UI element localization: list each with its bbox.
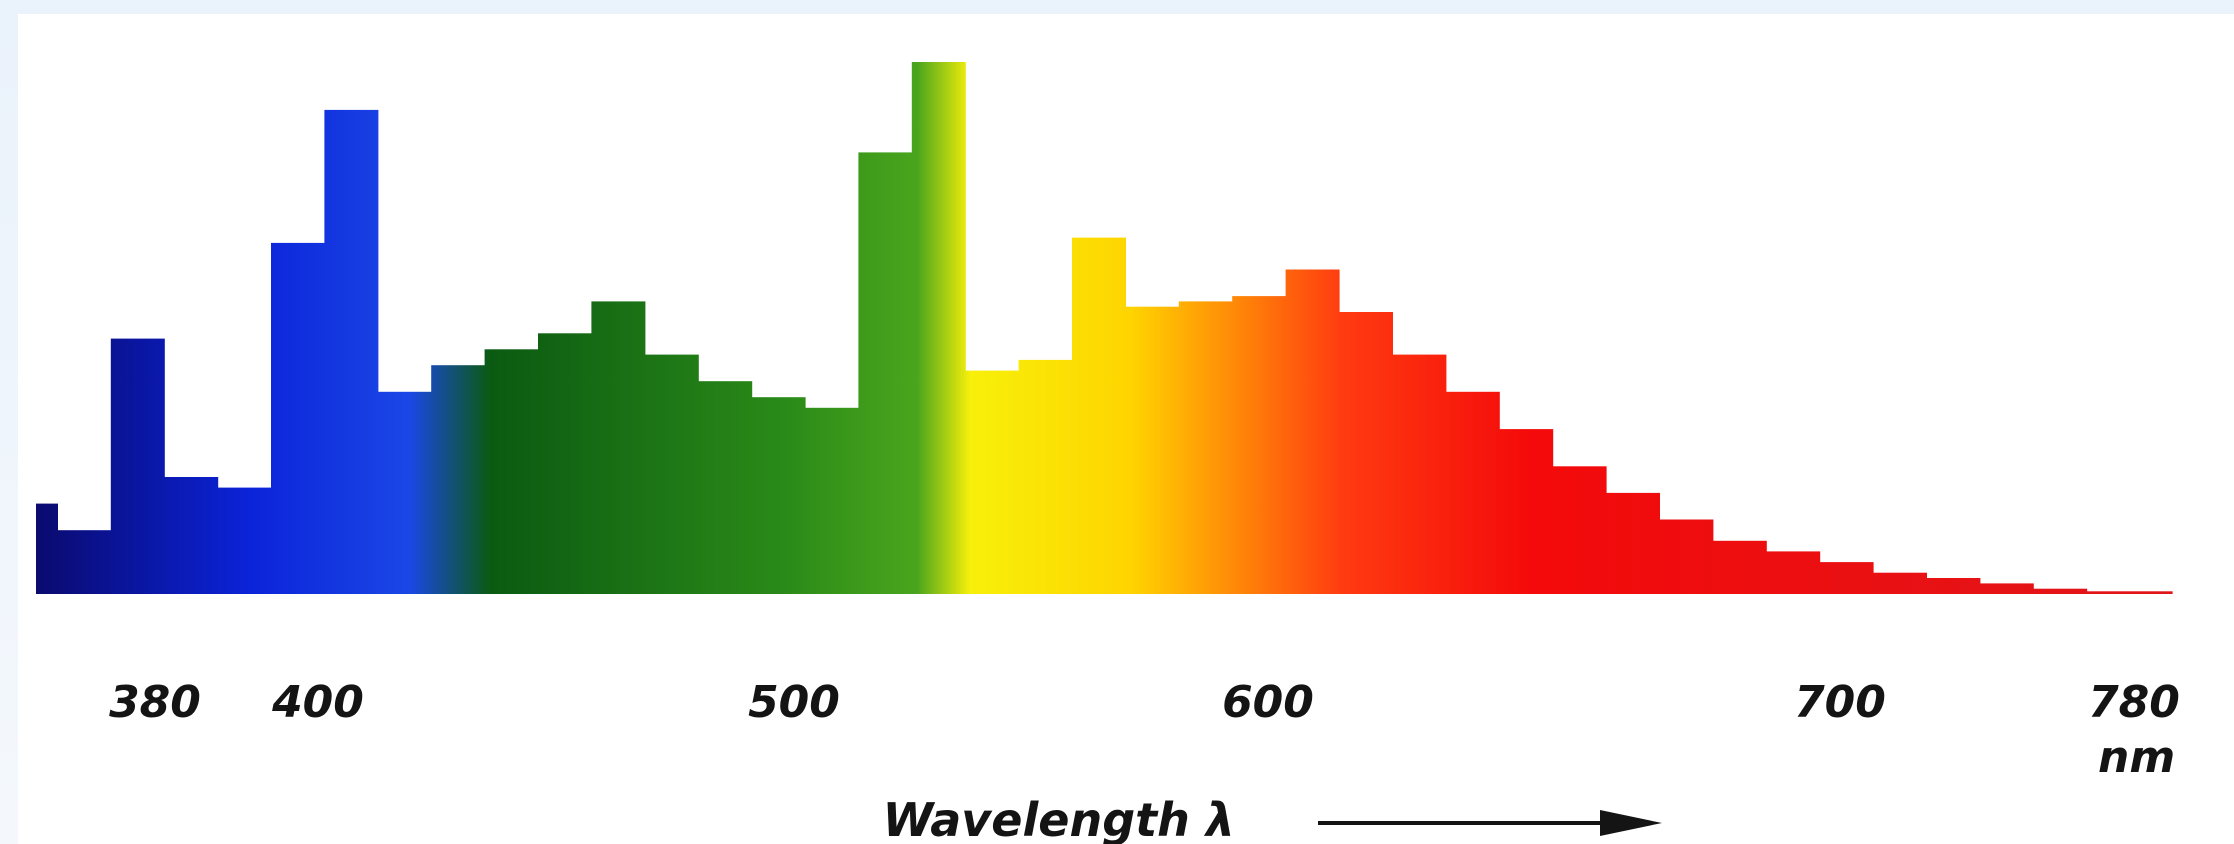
spectrum-bar-384 <box>57 530 112 594</box>
spectrum-bar-484 <box>591 301 646 594</box>
x-tick-700: 700 <box>1794 677 1886 728</box>
spectrum-bar-724 <box>1873 572 1927 594</box>
spectrum-bar-404 <box>164 477 219 594</box>
spectrum-bar-380 <box>36 503 58 594</box>
spectrum-bar-694 <box>1712 540 1767 594</box>
spectrum-bar-464 <box>484 349 539 594</box>
spectrum-bar-754 <box>2033 588 2088 594</box>
spectrum-bar-414 <box>217 487 272 594</box>
x-tick-labels: 380 400 500 600 700 780 <box>109 677 2180 728</box>
x-tick-380: 380 <box>109 677 201 728</box>
spectrum-bar-624 <box>1339 312 1393 594</box>
spectrum-bar-454 <box>431 365 486 594</box>
spectrum-bar-534 <box>858 152 913 594</box>
spectrum-bar-524 <box>805 407 859 594</box>
spectrum-bar-544 <box>911 62 966 594</box>
spectrum-bar-554 <box>965 370 1020 594</box>
spectrum-bar-494 <box>644 354 699 594</box>
spectrum-bar-434 <box>324 109 379 595</box>
spectrum-bar-604 <box>1232 296 1287 594</box>
x-tick-780: 780 <box>2088 677 2180 728</box>
x-tick-500: 500 <box>748 677 840 728</box>
x-axis-title: Wavelength λ <box>883 793 1235 844</box>
spectrum-bar-664 <box>1552 466 1607 594</box>
spectrum-bar-674 <box>1606 492 1660 594</box>
spectrum-bar-424 <box>271 242 325 594</box>
spectrum-bar-734 <box>1926 578 1981 594</box>
spectrum-bar-744 <box>1979 583 2034 594</box>
spectrum-bar-714 <box>1819 562 1874 594</box>
direction-arrow-icon <box>1318 810 1662 836</box>
x-tick-400: 400 <box>271 677 364 728</box>
spectrum-bar-564 <box>1018 359 1073 594</box>
unit-label: nm <box>2098 732 2175 783</box>
spectrum-bar-764 <box>2086 591 2173 594</box>
spectrum-bars <box>36 62 2173 595</box>
spectrum-bar-504 <box>698 381 753 594</box>
x-tick-600: 600 <box>1222 677 1314 728</box>
spectrum-bar-584 <box>1125 306 1180 594</box>
spectrum-bar-644 <box>1445 391 1500 594</box>
spectrum-bar-654 <box>1499 429 1554 594</box>
spectrum-bar-394 <box>110 338 165 594</box>
spectrum-bar-474 <box>538 333 592 594</box>
spectrum-bar-514 <box>751 397 806 594</box>
spectrum-bar-614 <box>1285 269 1340 594</box>
spectrum-bar-704 <box>1766 551 1821 594</box>
spectrum-bar-634 <box>1392 354 1447 594</box>
spectrum-bar-684 <box>1659 519 1714 594</box>
spectrum-bar-574 <box>1072 237 1126 594</box>
spectrum-bar-444 <box>377 391 432 594</box>
spectrum-bar-594 <box>1178 301 1233 594</box>
